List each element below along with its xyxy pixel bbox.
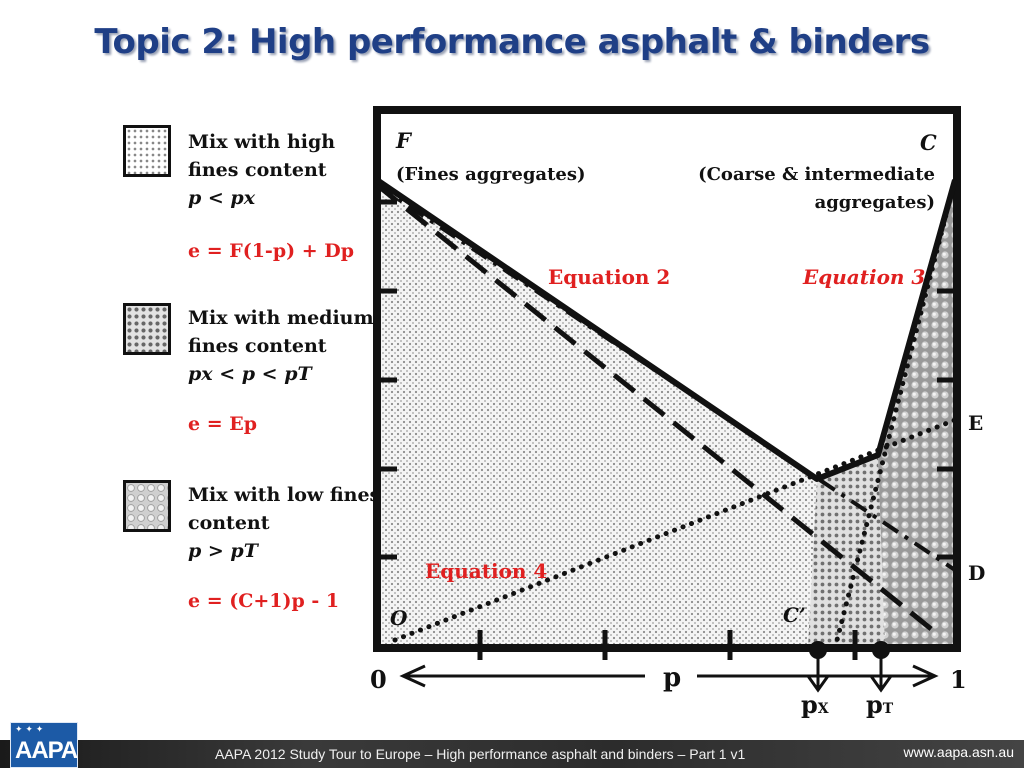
label-equation-3: Equation 3 — [802, 265, 925, 289]
label-F-desc: (Fines aggregates) — [396, 164, 586, 185]
legend-high-equation: e = F(1-p) + Dp — [188, 240, 355, 262]
pT-marker — [869, 641, 893, 693]
label-C: C — [920, 130, 937, 155]
label-pT-sub: T — [883, 701, 894, 717]
slide-title: Topic 2: High performance asphalt & bind… — [94, 22, 930, 62]
left-axis-ticks — [377, 199, 397, 560]
legend-low-equation: e = (C+1)p - 1 — [188, 590, 340, 612]
axis-label-one: 1 — [950, 665, 967, 694]
footer-text: AAPA 2012 Study Tour to Europe – High pe… — [215, 746, 746, 762]
label-D: D — [968, 561, 985, 585]
legend-swatch-low-fines — [123, 480, 171, 532]
p-axis-double-arrow — [399, 664, 939, 688]
packing-diagram: F (Fines aggregates) C (Coarse & interme… — [370, 106, 985, 719]
legend-high-line-1: Mix with high — [188, 131, 336, 153]
legend-medium-equation: e = Ep — [188, 413, 258, 435]
legend-low-condition: p > pT — [188, 540, 258, 562]
logo-stars-icon: ✦ ✦ ✦ — [15, 725, 44, 735]
label-equation-2: Equation 2 — [548, 265, 670, 289]
label-C-prime: C’ — [783, 603, 806, 627]
legend-high-line-2: fines content — [188, 159, 327, 181]
logo-text: AAPA — [15, 737, 78, 764]
axis-label-p: p — [663, 663, 681, 693]
px-marker — [806, 641, 830, 693]
legend-swatch-medium-fines — [123, 303, 171, 355]
envelope-curve — [375, 177, 958, 482]
label-pT-main: p — [866, 690, 883, 719]
legend-low-fines: Mix with low fines content p > pT — [188, 481, 380, 565]
line-O-to-E — [392, 417, 958, 643]
legend-swatch-high-fines — [123, 125, 171, 177]
label-F: F — [395, 128, 413, 153]
legend-medium-line-1: Mix with medium — [188, 307, 374, 329]
legend-high-condition: p < px — [188, 187, 256, 209]
label-pT: pT — [866, 690, 894, 719]
label-px-sub: X — [818, 701, 829, 717]
aapa-logo: ✦ ✦ ✦ AAPA — [10, 722, 78, 768]
footer-url[interactable]: www.aapa.asn.au — [903, 744, 1014, 760]
label-O: O — [390, 606, 408, 630]
legend-medium-fines: Mix with medium fines content px < p < p… — [188, 304, 374, 388]
legend-high-fines: Mix with high fines content p < px — [188, 128, 335, 212]
legend-low-line-1: Mix with low fines — [188, 484, 381, 506]
right-axis-ticks — [937, 288, 957, 560]
region-high-fines — [377, 180, 817, 648]
label-C-desc-1: (Coarse & intermediate — [698, 164, 935, 185]
footer-bar: AAPA 2012 Study Tour to Europe – High pe… — [0, 740, 1024, 768]
label-C-desc-2: aggregates) — [815, 192, 935, 213]
legend-medium-line-2: fines content — [188, 335, 327, 357]
region-medium-fines — [808, 455, 885, 648]
legend-low-line-2: content — [188, 512, 270, 534]
label-E: E — [968, 411, 983, 435]
label-px-main: p — [801, 690, 818, 719]
axis-label-zero: 0 — [370, 665, 387, 694]
line-F-to-bottom-dashed — [375, 183, 942, 638]
bottom-axis-ticks — [477, 630, 858, 660]
label-px: pX — [801, 690, 829, 719]
label-equation-4: Equation 4 — [425, 559, 547, 583]
legend-medium-condition: px < p < pT — [188, 363, 312, 385]
